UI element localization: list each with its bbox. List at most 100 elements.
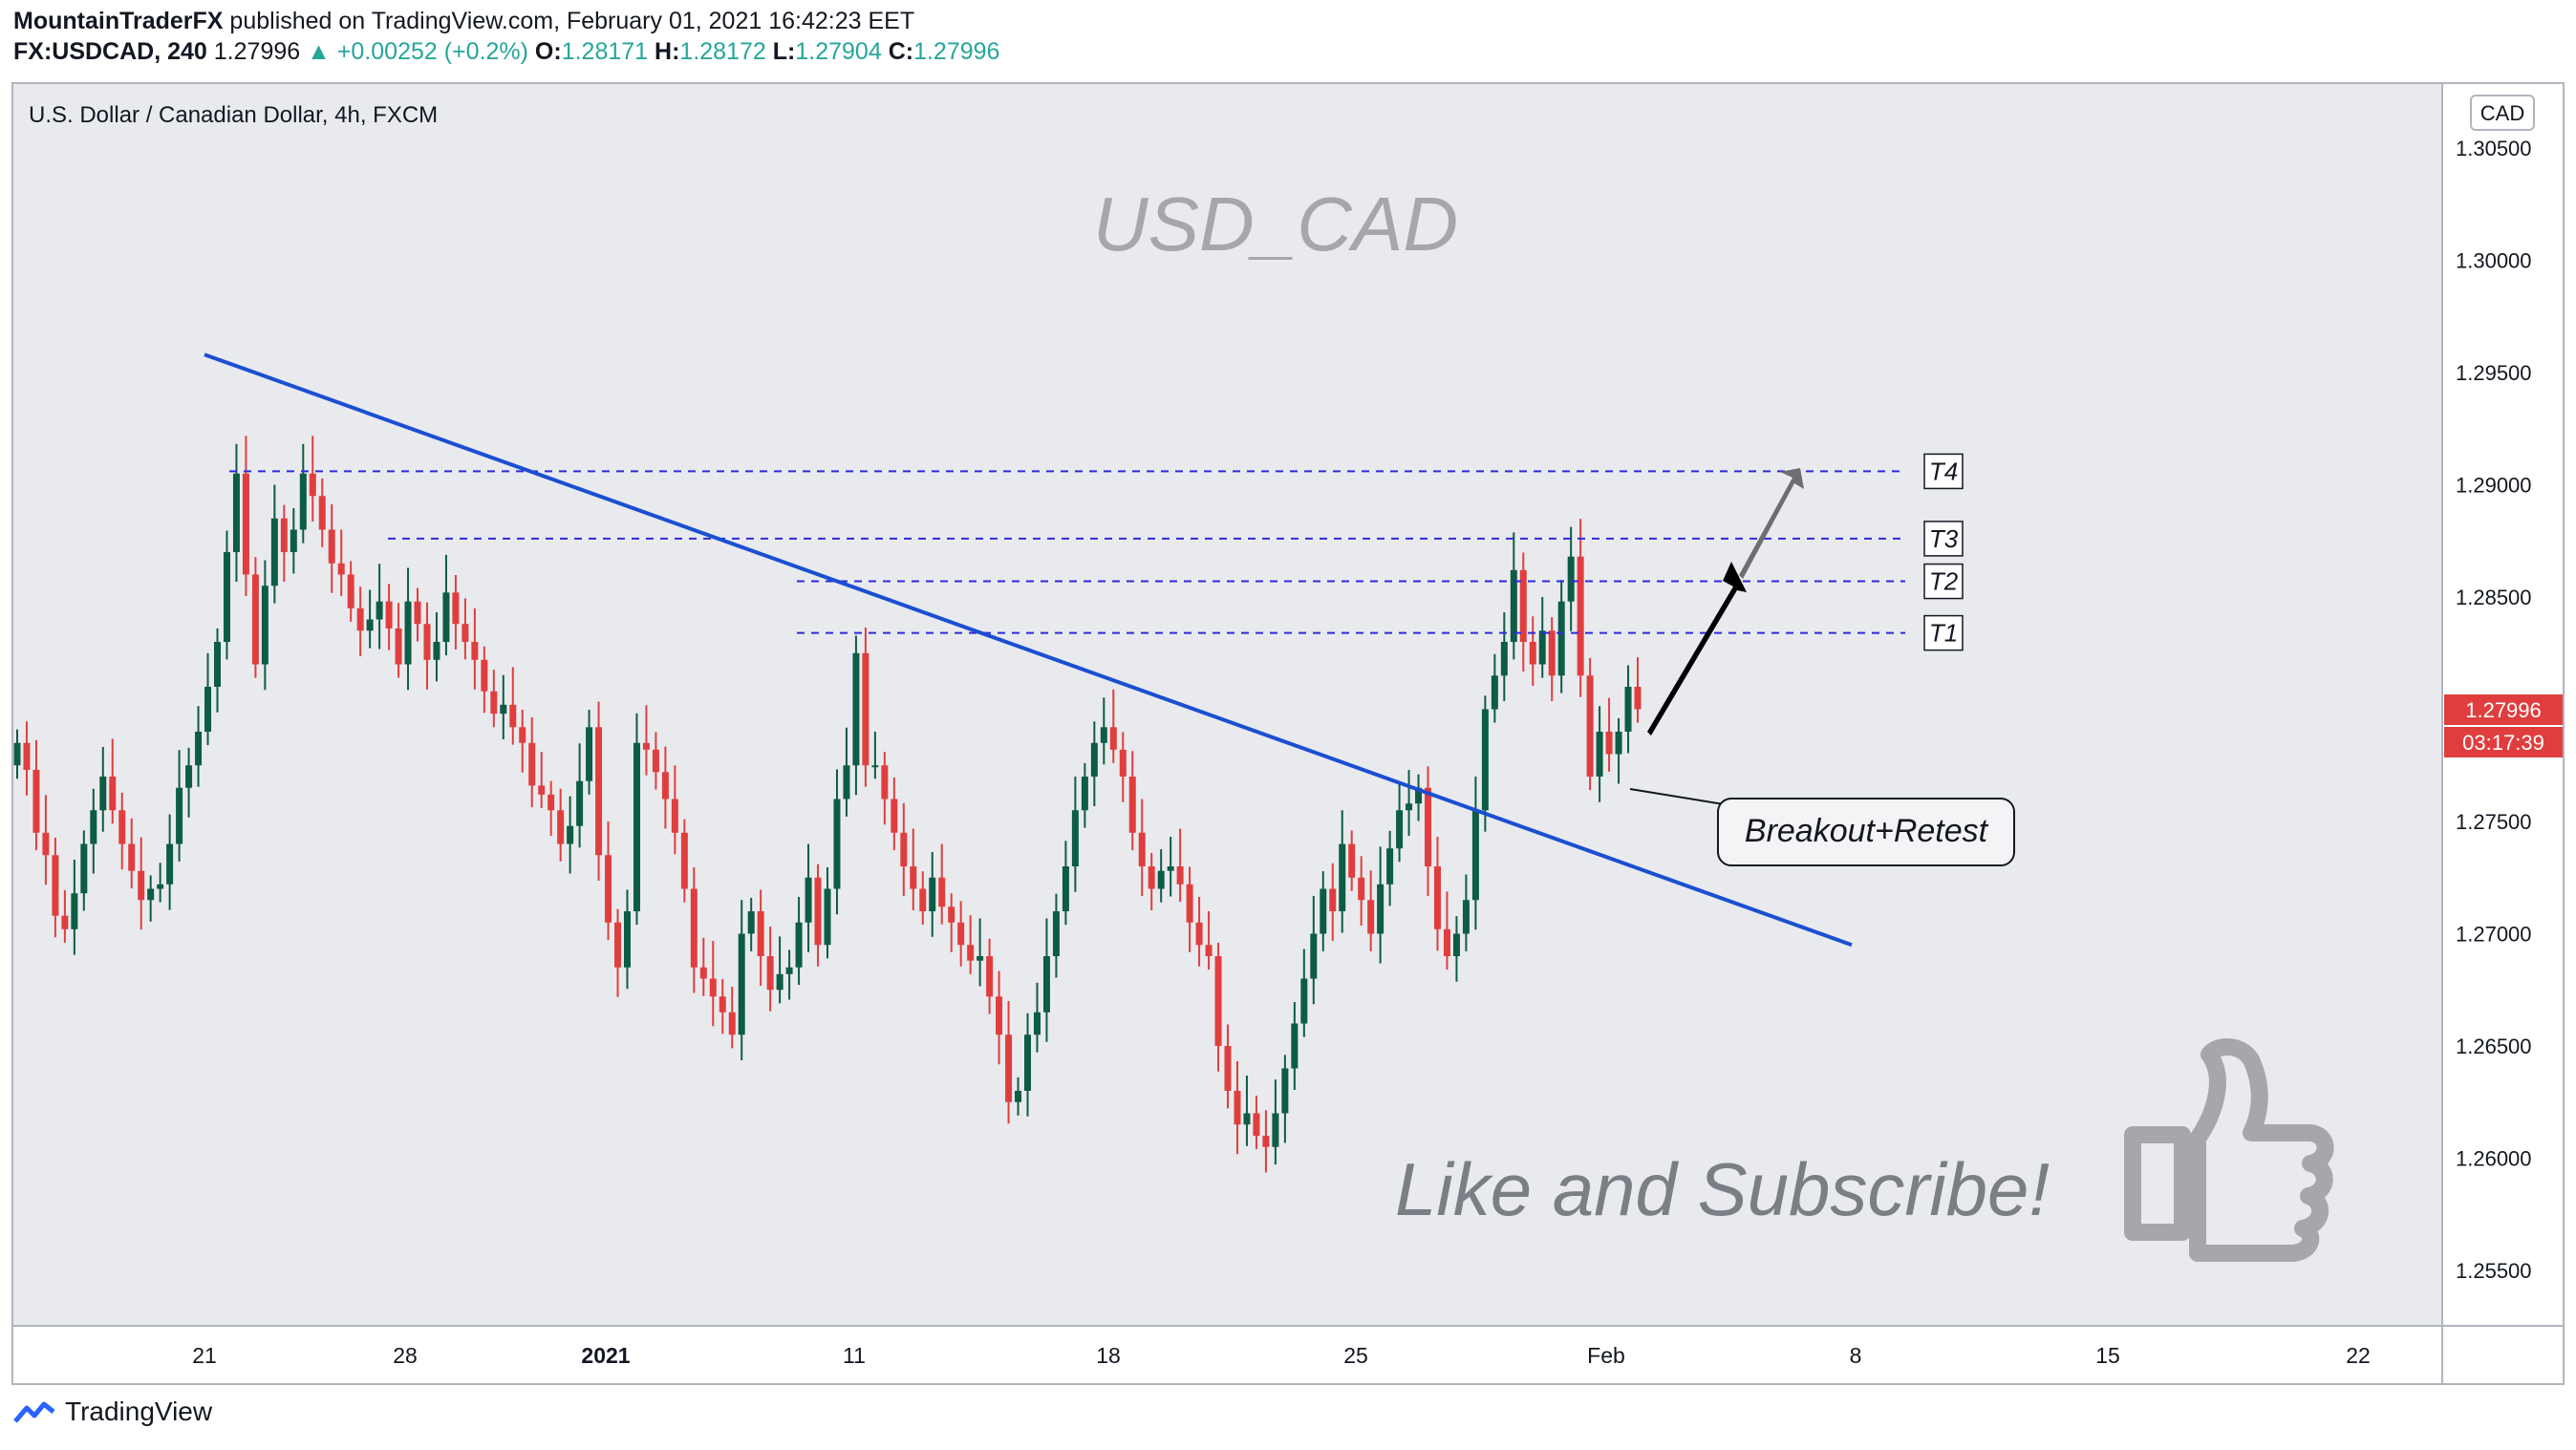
candle	[547, 780, 555, 837]
candle	[481, 646, 488, 714]
candle	[557, 788, 565, 862]
candle	[719, 978, 726, 1034]
time-axis[interactable]	[13, 1326, 2442, 1383]
candle	[366, 589, 374, 649]
candle	[356, 586, 364, 657]
candle	[423, 602, 431, 690]
candle	[309, 436, 316, 522]
candle	[1386, 830, 1394, 906]
y-tick-label: 1.29500	[2456, 361, 2532, 385]
candle	[1615, 717, 1622, 784]
candle	[891, 777, 898, 851]
y-tick-label: 1.30000	[2456, 249, 2532, 273]
x-tick-label: 22	[2346, 1343, 2371, 1368]
candle	[1090, 721, 1098, 807]
candle	[61, 889, 69, 943]
target-level-label: T2	[1929, 567, 1959, 596]
target-level-badge: T1	[1923, 614, 1964, 651]
last-price: 1.27996	[213, 38, 301, 65]
candle	[1310, 896, 1318, 1005]
chart-frame	[11, 82, 2565, 1385]
candle	[680, 819, 688, 903]
target-level-badge: T4	[1923, 453, 1964, 490]
candle	[1157, 849, 1165, 903]
target-level-label: T3	[1929, 524, 1959, 553]
breakout-callout-text: Breakout+Retest	[1745, 813, 1989, 849]
candle	[1415, 774, 1423, 821]
candle	[157, 863, 164, 903]
candle	[785, 949, 793, 1000]
target-level-badge: T2	[1923, 563, 1964, 600]
candle	[1377, 846, 1385, 964]
candle	[462, 598, 469, 660]
countdown-label: 03:17:39	[2462, 731, 2544, 755]
candle	[661, 746, 669, 829]
x-tick-label: 25	[1343, 1343, 1368, 1368]
low-value: 1.27904	[795, 38, 882, 65]
candle	[1491, 653, 1498, 723]
close-value: 1.27996	[913, 38, 1000, 65]
candle	[929, 851, 936, 937]
candle	[833, 769, 841, 915]
candle	[1272, 1079, 1279, 1165]
candle	[232, 443, 240, 583]
x-tick-label: 2021	[581, 1343, 630, 1368]
change-arrow-icon: ▲	[307, 38, 331, 65]
candle	[938, 843, 946, 925]
x-tick-label: 21	[192, 1343, 217, 1368]
candle	[1186, 866, 1193, 952]
tradingview-brand: TradingView	[65, 1397, 213, 1426]
candle	[1605, 697, 1613, 772]
candle	[395, 603, 402, 678]
candle	[385, 584, 393, 650]
candle	[214, 628, 222, 713]
candle	[709, 941, 717, 1027]
high-label: H:	[655, 38, 680, 65]
candle	[948, 893, 955, 952]
candle	[1015, 1077, 1022, 1116]
y-tick-label: 1.26500	[2456, 1034, 2532, 1058]
tradingview-footer[interactable]: TradingView	[13, 1397, 212, 1427]
candle	[595, 701, 603, 882]
candle	[871, 732, 879, 779]
candle	[623, 889, 631, 990]
candle	[500, 674, 507, 739]
candle	[1529, 616, 1536, 687]
y-tick-label: 1.29000	[2456, 474, 2532, 498]
candle	[766, 926, 774, 1012]
candle	[1224, 1024, 1232, 1109]
target-arrows	[1647, 468, 1804, 736]
candle	[1100, 697, 1107, 765]
candle	[1425, 766, 1432, 897]
candle	[376, 564, 383, 650]
candle	[1586, 657, 1594, 791]
arrow-up-black-icon	[1647, 562, 1747, 736]
open-value: 1.28171	[561, 38, 649, 65]
candle	[633, 713, 640, 926]
candle	[614, 908, 622, 997]
descending-trendline[interactable]	[204, 352, 1853, 948]
candle	[824, 866, 831, 959]
candle	[270, 484, 278, 604]
candle	[805, 843, 812, 952]
candle	[1109, 689, 1117, 763]
target-level-badge: T3	[1923, 521, 1964, 557]
candle	[1624, 665, 1632, 754]
candle	[251, 557, 259, 678]
open-label: O:	[534, 38, 562, 65]
candle	[223, 530, 230, 660]
candle	[567, 796, 574, 874]
header-line-2: FX:USDCAD, 240 1.27996 ▲ +0.00252 (+0.2%…	[13, 38, 999, 66]
plot-area[interactable]	[13, 84, 2442, 1326]
currency-badge[interactable]: CAD	[2470, 95, 2535, 131]
candle	[642, 705, 650, 776]
candle	[471, 608, 479, 690]
candle	[176, 750, 183, 862]
candle	[1195, 896, 1203, 967]
author-name[interactable]: MountainTraderFX	[13, 8, 224, 34]
candle	[71, 859, 78, 955]
like-subscribe-text: Like and Subscribe!	[1395, 1147, 2050, 1231]
candle	[1634, 656, 1642, 723]
candle	[337, 529, 345, 597]
